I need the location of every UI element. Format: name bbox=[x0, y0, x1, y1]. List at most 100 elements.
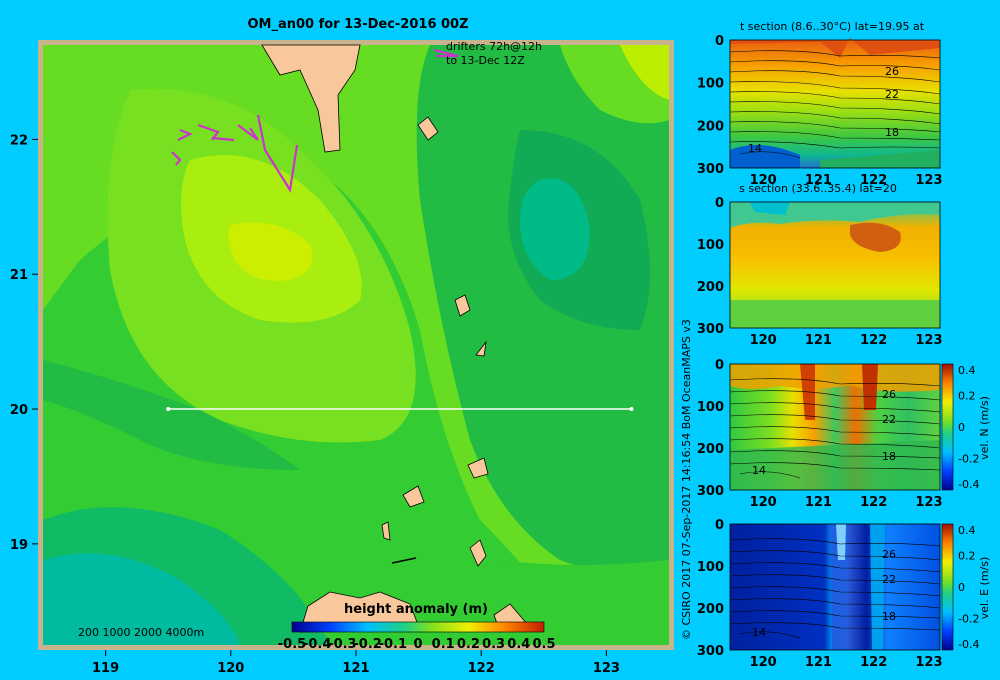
section-y-tick-label: 300 bbox=[697, 162, 724, 177]
section-y-tick-label: 0 bbox=[715, 518, 724, 533]
t-section-contours bbox=[729, 50, 941, 159]
s-section-title: s section (33.6..35.4) lat=20 bbox=[739, 182, 897, 195]
section-x-tick-label: 120 bbox=[750, 495, 777, 510]
ve-colorbar-label: vel. E (m/s) bbox=[978, 557, 991, 620]
colorbar-tick-label: -0.4 bbox=[303, 637, 331, 652]
t-contour-26: 26 bbox=[885, 65, 899, 78]
s-section-field bbox=[730, 202, 940, 328]
section-y-tick-label: 100 bbox=[697, 400, 724, 415]
section-line-group bbox=[166, 407, 634, 412]
section-colorbar-tick-label: -0.4 bbox=[958, 638, 979, 651]
section-y-tick-label: 200 bbox=[697, 119, 724, 134]
map-y-tick-label: 20 bbox=[10, 403, 28, 418]
colorbar-tick-label: -0.3 bbox=[328, 637, 356, 652]
vn-section-frame bbox=[729, 363, 941, 491]
ve-section-ticks: 120 121 122 123 0 100 200 300 0.4 0.2 0 -0.2 -0.4 bbox=[697, 518, 980, 670]
section-colorbar-tick-label: 0 bbox=[958, 581, 965, 594]
s-section-ticks: 120 121 122 123 0 100 200 300 bbox=[697, 196, 943, 348]
map-x-tick-label: 121 bbox=[342, 661, 369, 676]
t-section-field bbox=[730, 38, 940, 168]
section-colorbar-tick-label: 0.4 bbox=[958, 364, 976, 377]
t-section-ticks: 120 121 122 123 0 100 200 300 bbox=[697, 34, 943, 188]
vn-contour-18: 18 bbox=[882, 450, 896, 463]
map-title: OM_an00 for 13-Dec-2016 00Z bbox=[247, 17, 468, 32]
credit-text: © CSIRO 2017 07-Sep-2017 14:16:54 BoM Oc… bbox=[680, 319, 693, 640]
section-y-tick-label: 100 bbox=[697, 77, 724, 92]
section-x-tick-label: 121 bbox=[805, 655, 832, 670]
section-y-tick-label: 0 bbox=[715, 196, 724, 211]
ve-section-frame bbox=[729, 523, 941, 651]
map-y-tick-label: 22 bbox=[10, 133, 28, 148]
colorbar-label: height anomaly (m) bbox=[344, 602, 488, 617]
section-line-endpoint bbox=[629, 407, 634, 412]
height-anomaly-field bbox=[43, 45, 669, 645]
section-y-tick-label: 300 bbox=[697, 644, 724, 659]
section-colorbar-tick-label: 0.4 bbox=[958, 524, 976, 537]
colorbar-ticks: -0.5-0.4-0.3-0.2-0.1 0 0.1 0.2 0.3 0.4 0.5 bbox=[278, 637, 556, 652]
t-section-title: t section (8.6..30°C) lat=19.95 at bbox=[740, 20, 925, 33]
section-colorbar-tick-label: 0.2 bbox=[958, 550, 976, 563]
section-y-tick-label: 0 bbox=[715, 358, 724, 373]
section-x-tick-label: 121 bbox=[805, 333, 832, 348]
section-y-tick-label: 200 bbox=[697, 280, 724, 295]
ve-contour-26: 26 bbox=[882, 548, 896, 561]
s-section-frame bbox=[729, 201, 941, 329]
colorbar-tick-label: 0.1 bbox=[432, 637, 455, 652]
section-y-tick-label: 200 bbox=[697, 442, 724, 457]
vn-colorbar-label: vel. N (m/s) bbox=[978, 396, 991, 460]
section-x-tick-label: 123 bbox=[915, 655, 942, 670]
vn-contour-22: 22 bbox=[882, 413, 896, 426]
section-x-tick-label: 121 bbox=[805, 495, 832, 510]
vn-contour-14: 14 bbox=[752, 464, 766, 477]
vn-section-field bbox=[730, 364, 940, 490]
t-contour-18: 18 bbox=[885, 126, 899, 139]
section-y-tick-label: 300 bbox=[697, 484, 724, 499]
section-line-endpoint bbox=[166, 407, 171, 412]
colorbar-gradient bbox=[291, 621, 545, 633]
colorbar-tick-label: -0.2 bbox=[353, 637, 381, 652]
ve-colorbar bbox=[941, 523, 954, 651]
colorbar-tick-label: 0.4 bbox=[507, 637, 530, 652]
section-x-tick-label: 120 bbox=[750, 655, 777, 670]
drifter-note-line2: to 13-Dec 12Z bbox=[446, 54, 525, 67]
colorbar-tick-label: 0.5 bbox=[532, 637, 555, 652]
section-y-tick-label: 100 bbox=[697, 238, 724, 253]
section-x-tick-label: 123 bbox=[915, 333, 942, 348]
section-x-tick-label: 120 bbox=[750, 333, 777, 348]
drifter-tracks bbox=[171, 48, 459, 194]
vn-contour-26: 26 bbox=[882, 388, 896, 401]
map-x-ticks: 119 120 121 122 123 bbox=[92, 650, 620, 676]
section-x-tick-label: 122 bbox=[860, 173, 887, 188]
section-x-tick-label: 123 bbox=[915, 173, 942, 188]
depth-legend: 200 1000 2000 4000m bbox=[78, 626, 204, 639]
section-y-tick-label: 200 bbox=[697, 602, 724, 617]
section-x-tick-label: 122 bbox=[860, 495, 887, 510]
section-colorbar-tick-label: 0 bbox=[958, 421, 965, 434]
ve-contour-22: 22 bbox=[882, 573, 896, 586]
colorbar-tick-label: 0.3 bbox=[482, 637, 505, 652]
section-x-tick-label: 123 bbox=[915, 495, 942, 510]
colorbar-tick-label: -0.1 bbox=[379, 637, 407, 652]
section-colorbar-tick-label: -0.2 bbox=[958, 613, 979, 626]
section-x-tick-label: 122 bbox=[860, 655, 887, 670]
ve-contour-14: 14 bbox=[752, 626, 766, 639]
section-colorbar-tick-label: -0.2 bbox=[958, 453, 979, 466]
colorbar-tick-label: 0.2 bbox=[457, 637, 480, 652]
ve-section-contours bbox=[729, 538, 941, 639]
section-colorbar-tick-label: 0.2 bbox=[958, 390, 976, 403]
map-x-tick-label: 120 bbox=[217, 661, 244, 676]
map-y-tick-label: 19 bbox=[10, 538, 28, 553]
drifter-note-line1: drifters 72h@12h bbox=[446, 40, 542, 53]
map-x-tick-label: 122 bbox=[468, 661, 495, 676]
t-contour-14: 14 bbox=[748, 142, 762, 155]
section-colorbar-tick-label: -0.4 bbox=[958, 478, 979, 491]
section-x-tick-label: 122 bbox=[860, 333, 887, 348]
section-x-tick-label: 120 bbox=[750, 173, 777, 188]
map-x-tick-label: 119 bbox=[92, 661, 119, 676]
ve-contour-18: 18 bbox=[882, 610, 896, 623]
map-y-ticks: 19 20 21 22 bbox=[10, 133, 38, 553]
vn-section-ticks: 120 121 122 123 0 100 200 300 0.4 0.2 0 -0.2 -0.4 bbox=[697, 358, 980, 510]
colorbar-tick-label: 0 bbox=[413, 637, 422, 652]
map-x-tick-label: 123 bbox=[593, 661, 620, 676]
